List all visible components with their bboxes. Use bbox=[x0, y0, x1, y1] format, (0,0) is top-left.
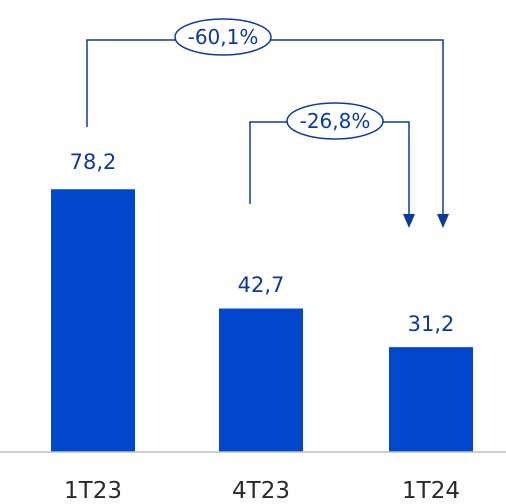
bracket-1T23-right bbox=[266, 39, 444, 216]
category-label-1T23: 1T23 bbox=[64, 478, 122, 504]
value-label-1T23: 78,2 bbox=[70, 150, 117, 174]
bracket-4T23-right bbox=[381, 121, 410, 216]
value-label-1T24: 31,2 bbox=[408, 312, 455, 336]
bar-1T24 bbox=[389, 347, 473, 452]
bar-1T23 bbox=[51, 189, 135, 453]
change-badge-1T23-to-1T24 bbox=[174, 18, 272, 56]
category-label-4T23: 4T23 bbox=[232, 478, 290, 504]
bars-layer bbox=[51, 189, 473, 453]
bar-4T23 bbox=[219, 308, 303, 452]
change-badge-4T23-to-1T24 bbox=[286, 102, 384, 140]
bracket-1T23-left bbox=[86, 39, 180, 127]
arrowhead-1T23-to-1T24 bbox=[437, 214, 449, 228]
bracket-4T23-left bbox=[249, 121, 290, 204]
value-label-4T23: 42,7 bbox=[238, 273, 285, 297]
change-label-1T23-to-1T24: -60,1% bbox=[188, 25, 259, 49]
change-label-4T23-to-1T24: -26,8% bbox=[300, 109, 371, 133]
annotations-layer bbox=[86, 18, 449, 228]
arrowhead-4T23-to-1T24 bbox=[403, 214, 415, 228]
category-label-1T24: 1T24 bbox=[402, 478, 460, 504]
